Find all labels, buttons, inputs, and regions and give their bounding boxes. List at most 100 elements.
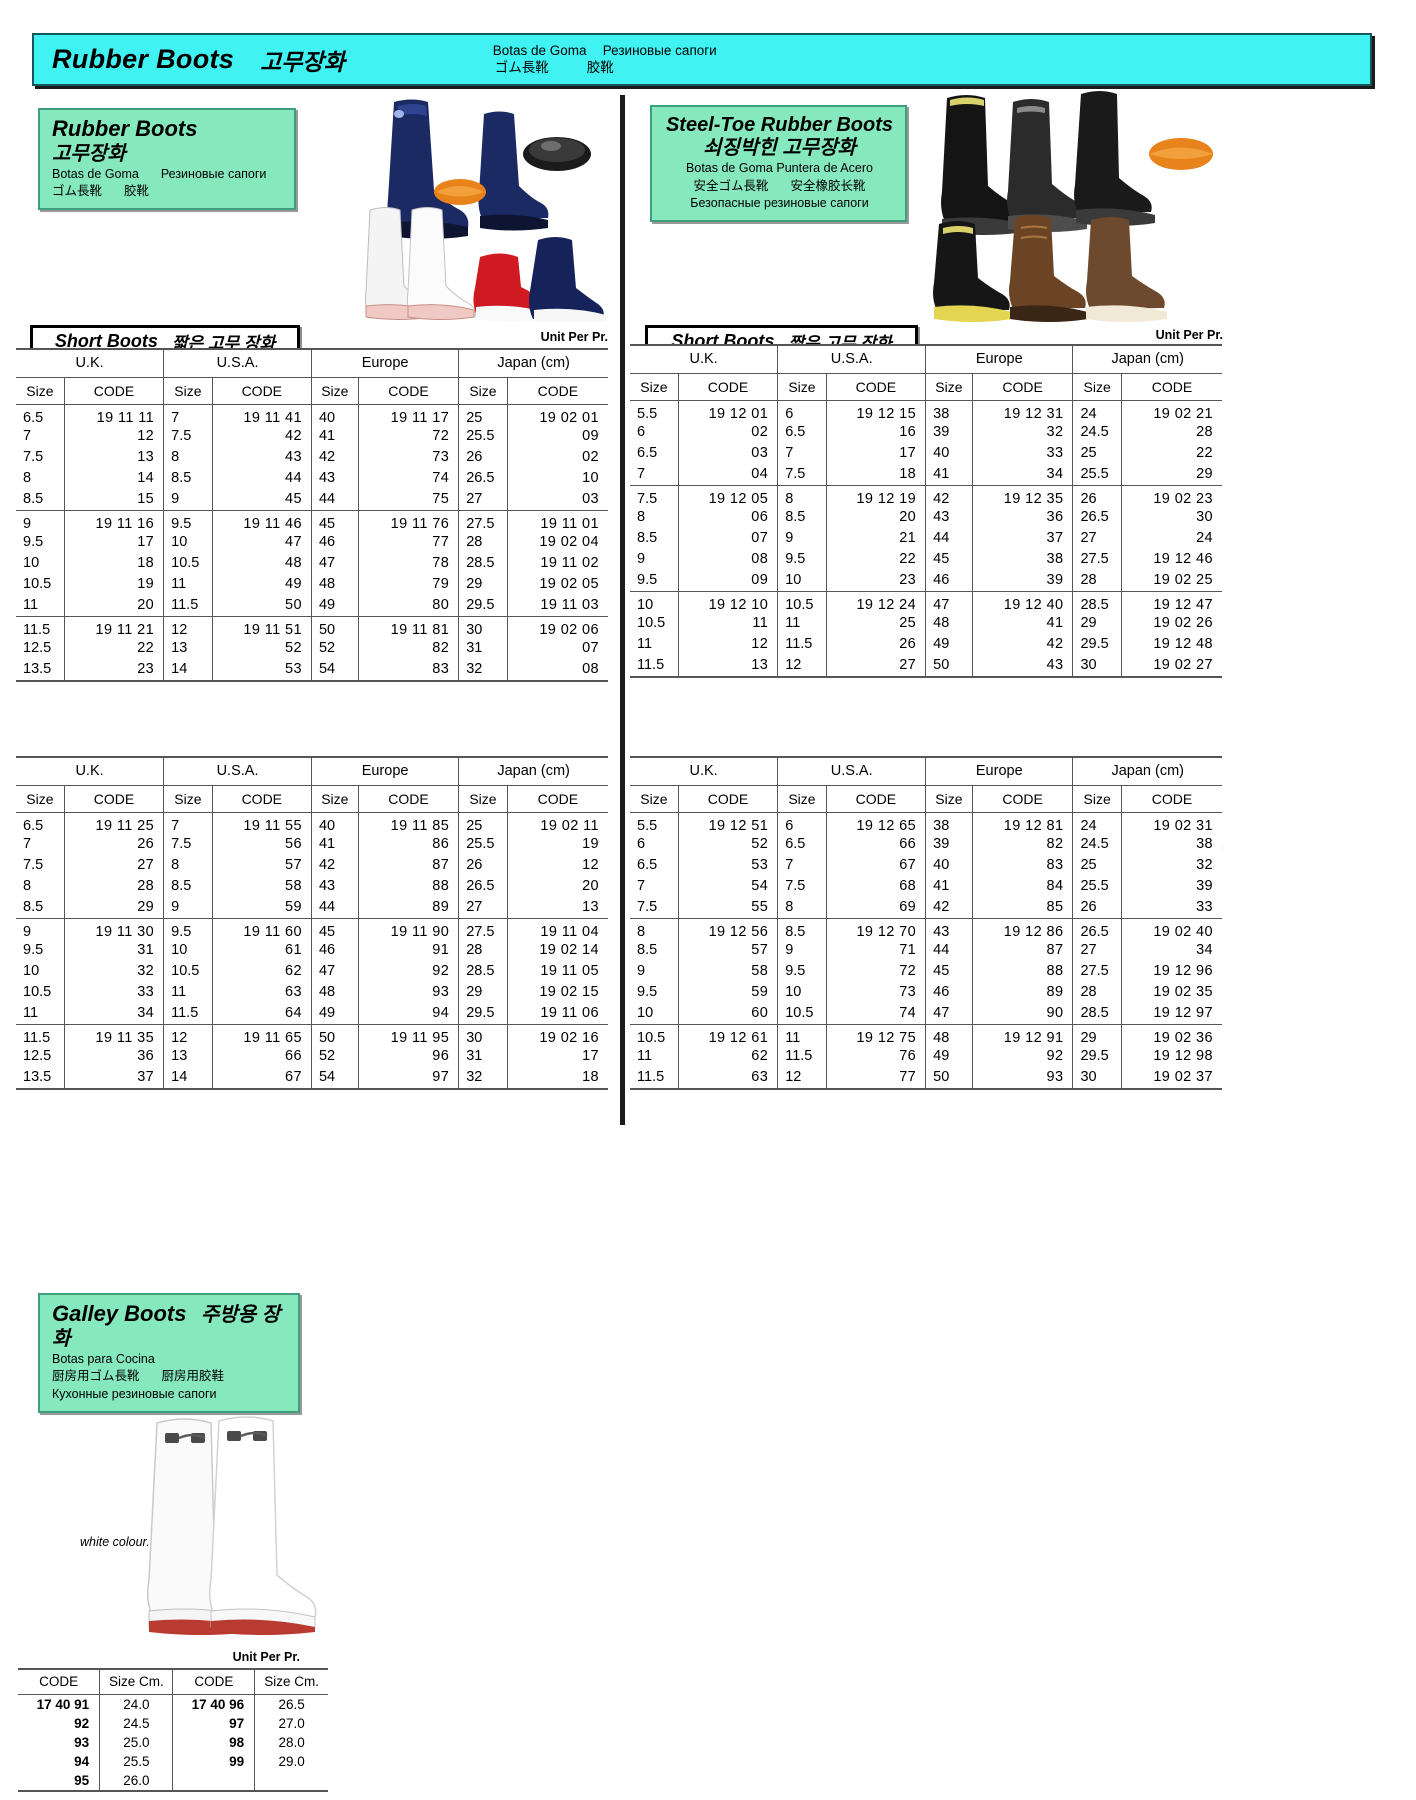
size-table-short-boots-right: U.K. U.S.A. Europe Japan (cm) Size CODE Size CO… [630, 344, 1222, 678]
code-value: 75 [432, 491, 450, 507]
table-cell-code: 19 12 35 36 37 38 39 [971, 485, 1073, 592]
table-cell-size: 9.5 10 10.5 11 11.5 [163, 510, 213, 617]
table-region-header-row: U.K. U.S.A. Europe Japan (cm) [16, 756, 608, 786]
code-value: 19 11 25 [95, 818, 155, 834]
code-value: 21 [899, 530, 917, 546]
table-cell-code: 19 02 40 34 19 12 96 19 02 35 19 12 97 [1120, 918, 1222, 1025]
code-value: 19 02 04 [539, 534, 599, 550]
code-value: 19 02 15 [539, 984, 599, 1000]
galley-value: 24.0 [123, 1696, 150, 1712]
code-value: 19 12 24 [856, 597, 917, 613]
size-value: 6.5 [23, 818, 44, 834]
galley-header-cell: CODE [172, 1668, 255, 1695]
unit-per-pair-short-left: Unit Per Pr. [540, 330, 608, 344]
code-value: 19 02 31 [1153, 818, 1213, 834]
size-value: 30 [466, 622, 483, 638]
size-value: 11.5 [171, 597, 199, 613]
code-value: 32 [1046, 424, 1064, 440]
size-value: 10 [171, 942, 188, 958]
code-value: 19 02 26 [1153, 615, 1213, 631]
code-value: 61 [285, 942, 302, 958]
table-cell-code: 19 12 70 71 72 73 74 [825, 918, 926, 1025]
plate-galley-ja: 厨房用ゴム長靴 [52, 1369, 140, 1384]
code-value: 19 [582, 836, 599, 852]
table-cell-code: 19 11 17 72 73 74 75 [357, 404, 459, 511]
size-value: 26.5 [466, 878, 495, 894]
table-row: 11.5 12.5 13.5 19 11 21 22 23 12 13 14 19 11 51 52… [16, 616, 608, 682]
table-cell-size: 24 24.5 25 25.5 [1072, 400, 1122, 486]
size-value: 47 [318, 963, 336, 979]
galley-header-cell: Size Cm. [254, 1668, 328, 1695]
size-value: 6 [637, 424, 646, 440]
code-value: 23 [137, 661, 155, 677]
code-value: 19 11 81 [390, 622, 450, 638]
subheader-size: Size [16, 377, 65, 405]
code-value: 19 02 35 [1153, 984, 1213, 1000]
subheader-code: CODE [357, 785, 459, 813]
table-cell-size: 25 25.5 26 26.5 27 [458, 404, 508, 511]
code-value: 19 11 03 [540, 597, 599, 613]
subheader-size: Size [310, 785, 359, 813]
size-value: 25 [466, 410, 483, 426]
size-value: 9 [785, 942, 794, 958]
code-value: 41 [1046, 615, 1064, 631]
size-value: 26 [466, 857, 483, 873]
code-value: 19 11 85 [390, 818, 450, 834]
size-value: 43 [318, 878, 336, 894]
code-value: 19 11 35 [95, 1030, 155, 1046]
code-value: 10 [582, 470, 599, 486]
table-cell-code: 19 11 25 26 27 28 29 [63, 812, 164, 919]
subheader-code: CODE [506, 785, 608, 813]
size-value: 12.5 [23, 640, 52, 656]
code-value: 12 [137, 428, 155, 444]
code-value: 18 [899, 466, 917, 482]
table-cell-code: 19 02 16 17 18 [506, 1024, 608, 1090]
size-value: 9 [23, 516, 32, 532]
code-value: 20 [137, 597, 155, 613]
table-cell-code: 19 12 15 16 17 18 [825, 400, 926, 486]
galley-value: 26.0 [123, 1772, 150, 1788]
size-value: 11.5 [23, 1030, 51, 1046]
size-value: 11.5 [23, 622, 51, 638]
size-value: 50 [933, 1069, 950, 1085]
size-value: 28 [466, 942, 483, 958]
size-value: 26 [1080, 899, 1097, 915]
subheader-code: CODE [1120, 785, 1222, 813]
table-cell-size: 11.5 12.5 13.5 [16, 1024, 65, 1090]
code-value: 13 [751, 657, 769, 673]
plate-galley-title-kr: 주방용 장화 [52, 1304, 281, 1350]
size-value: 25.5 [1080, 878, 1109, 894]
code-value: 06 [751, 509, 769, 525]
code-value: 11 [752, 615, 769, 631]
code-value: 26 [899, 636, 917, 652]
size-value: 24 [1080, 406, 1097, 422]
galley-cell: 17 40 96 97 98 99 [172, 1694, 255, 1792]
size-value: 54 [318, 661, 336, 677]
code-value: 19 12 91 [1003, 1030, 1064, 1046]
table-cell-size: 24 24.5 25 25.5 26 [1072, 812, 1122, 919]
size-value: 8.5 [637, 530, 658, 546]
size-value: 9.5 [171, 924, 192, 940]
plate-galley-zh: 厨房用胶鞋 [161, 1369, 225, 1384]
size-value: 32 [466, 1069, 483, 1085]
size-value: 11 [637, 636, 653, 652]
code-value: 19 11 51 [243, 622, 302, 638]
code-value: 87 [432, 857, 450, 873]
table-cell-code: 19 11 04 19 02 14 19 11 05 19 02 15 19 11 06 [506, 918, 608, 1025]
code-value: 19 11 30 [95, 924, 155, 940]
region-header: U.K. [16, 756, 164, 786]
size-value: 48 [933, 615, 950, 631]
size-value: 29.5 [466, 1005, 495, 1021]
size-value: 10.5 [23, 984, 52, 1000]
size-value: 27.5 [466, 924, 495, 940]
subheader-code: CODE [63, 377, 164, 405]
size-value: 10 [785, 572, 802, 588]
subheader-code: CODE [971, 785, 1073, 813]
size-value: 10 [785, 984, 802, 1000]
size-value: 13 [171, 640, 188, 656]
table-cell-size: 11 11.5 12 [777, 1024, 827, 1090]
code-value: 32 [137, 963, 155, 979]
code-value: 19 12 86 [1003, 924, 1064, 940]
plate-rubber-zh: 胶靴 [124, 183, 150, 198]
subheader-size: Size [777, 785, 827, 813]
